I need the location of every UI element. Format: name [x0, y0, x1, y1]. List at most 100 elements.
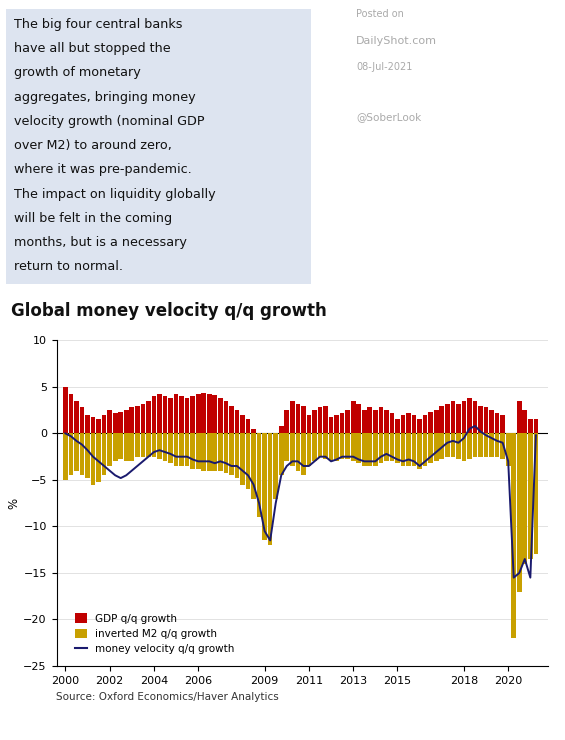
Bar	[124, 434, 129, 461]
Text: will be felt in the coming: will be felt in the coming	[14, 212, 172, 225]
Text: over M2) to around zero,: over M2) to around zero,	[14, 139, 172, 152]
Bar	[501, 415, 505, 434]
Bar	[340, 413, 345, 434]
Bar	[456, 403, 460, 434]
Bar	[523, 410, 527, 434]
Bar	[307, 415, 311, 434]
Bar	[229, 406, 234, 434]
Bar	[284, 434, 289, 461]
Bar	[440, 434, 444, 460]
Bar	[246, 434, 250, 489]
Bar	[373, 410, 377, 434]
Bar	[478, 406, 483, 434]
Bar	[301, 434, 306, 475]
Bar	[85, 434, 90, 478]
Bar	[495, 413, 499, 434]
Bar	[119, 434, 123, 460]
Bar	[163, 396, 167, 434]
Bar	[91, 434, 95, 485]
Bar	[418, 434, 422, 468]
Bar	[473, 401, 477, 434]
Bar	[268, 434, 272, 480]
Bar	[224, 401, 228, 434]
Bar	[246, 420, 250, 434]
Bar	[234, 434, 240, 478]
Bar	[501, 434, 505, 460]
Text: Global money velocity q/q growth: Global money velocity q/q growth	[11, 302, 327, 320]
Bar	[96, 420, 101, 434]
Bar	[251, 434, 256, 499]
Bar	[345, 410, 350, 434]
Bar	[395, 420, 400, 434]
Bar	[478, 434, 483, 457]
Bar	[163, 434, 167, 461]
Bar	[506, 434, 511, 452]
Bar	[251, 428, 256, 434]
Bar	[96, 434, 101, 482]
Bar	[124, 410, 129, 434]
Bar	[129, 434, 134, 461]
Bar	[190, 396, 195, 434]
Bar	[406, 413, 411, 434]
Bar	[141, 403, 145, 434]
Bar	[212, 434, 217, 471]
Bar	[412, 415, 416, 434]
Bar	[68, 434, 73, 475]
Bar	[440, 406, 444, 434]
Bar	[323, 406, 328, 434]
Text: aggregates, bringing money: aggregates, bringing money	[14, 90, 195, 104]
Text: months, but is a necessary: months, but is a necessary	[14, 236, 187, 249]
Bar	[462, 401, 466, 434]
Bar	[312, 410, 317, 434]
Bar	[351, 401, 355, 434]
Bar	[268, 434, 272, 545]
Bar	[135, 434, 140, 457]
Bar	[418, 420, 422, 434]
Bar	[323, 434, 328, 460]
Bar	[367, 408, 372, 434]
Bar	[462, 434, 466, 461]
Text: 08-Jul-2021: 08-Jul-2021	[356, 62, 412, 73]
Bar	[423, 434, 428, 466]
Bar	[484, 434, 488, 457]
Bar	[511, 434, 516, 638]
Bar	[434, 434, 438, 461]
Bar	[401, 434, 405, 466]
Bar	[523, 434, 527, 564]
Bar	[102, 434, 106, 475]
Bar	[279, 434, 284, 475]
FancyBboxPatch shape	[6, 9, 311, 284]
Bar	[129, 408, 134, 434]
Bar	[212, 395, 217, 434]
Bar	[80, 408, 84, 434]
Bar	[489, 410, 494, 434]
Bar	[273, 434, 278, 438]
Bar	[351, 434, 355, 461]
Text: Source: Oxford Economics/Haver Analytics: Source: Oxford Economics/Haver Analytics	[56, 692, 279, 702]
Bar	[146, 401, 151, 434]
Bar	[473, 434, 477, 457]
Bar	[533, 434, 538, 554]
Bar	[146, 434, 151, 457]
Text: DailyShot.com: DailyShot.com	[356, 36, 437, 46]
Text: @SoberLook: @SoberLook	[356, 112, 421, 123]
Bar	[434, 410, 438, 434]
Bar	[234, 410, 240, 434]
Bar	[423, 415, 428, 434]
Text: Posted on: Posted on	[356, 9, 404, 19]
Bar	[168, 434, 173, 463]
Bar	[340, 434, 345, 460]
Bar	[295, 434, 300, 471]
Bar	[384, 434, 389, 461]
Bar	[107, 410, 112, 434]
Bar	[257, 434, 262, 517]
Bar	[218, 398, 223, 434]
Bar	[379, 408, 383, 434]
Bar	[318, 434, 322, 457]
Bar	[196, 394, 201, 434]
Bar	[207, 394, 212, 434]
Bar	[185, 398, 189, 434]
Bar	[151, 396, 157, 434]
Y-axis label: %: %	[7, 497, 20, 509]
Bar	[295, 403, 300, 434]
